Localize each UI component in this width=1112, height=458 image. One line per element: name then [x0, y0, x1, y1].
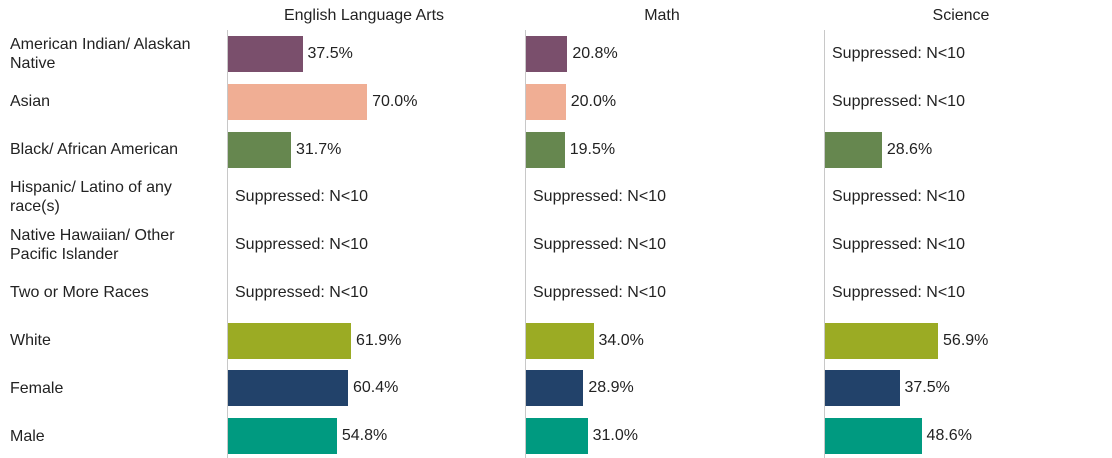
- suppressed-label: Suppressed: N<10: [832, 45, 965, 62]
- axis-line: [824, 30, 825, 458]
- suppressed-label: Suppressed: N<10: [832, 92, 965, 110]
- bar: [228, 83, 368, 120]
- value-label: 37.5%: [307, 45, 353, 62]
- bar: [228, 322, 351, 359]
- bar: [526, 418, 588, 454]
- bar: [825, 131, 882, 168]
- bar: [825, 322, 939, 359]
- panel-title: Science: [932, 7, 990, 24]
- suppressed-label: Suppressed: N<10: [832, 283, 965, 301]
- suppressed-label: Suppressed: N<10: [832, 188, 965, 206]
- value-label: 61.9%: [355, 331, 402, 349]
- suppressed-label: Suppressed: N<10: [235, 236, 368, 253]
- value-label: 54.8%: [341, 427, 388, 444]
- value-label: 37.5%: [904, 379, 950, 397]
- value-label: 28.9%: [588, 379, 634, 397]
- suppressed-label: Suppressed: N<10: [832, 236, 965, 253]
- value-label: 48.6%: [926, 427, 972, 444]
- bar: [228, 418, 337, 454]
- axis-line: [525, 30, 526, 458]
- category-label: White: [10, 332, 51, 349]
- value-label: 31.0%: [592, 427, 638, 444]
- bar: [526, 370, 584, 407]
- category-label: Male: [10, 427, 45, 445]
- bar: [526, 131, 565, 168]
- suppressed-label: Suppressed: N<10: [533, 236, 666, 253]
- value-label: 60.4%: [352, 379, 399, 397]
- category-label: American Indian/ Alaskan Native: [10, 36, 191, 72]
- value-label: 31.7%: [295, 140, 342, 158]
- bar: [526, 36, 568, 72]
- bar: [526, 83, 566, 120]
- category-label: Two or More Races: [10, 284, 149, 302]
- bar: [526, 322, 594, 359]
- suppressed-label: Suppressed: N<10: [533, 188, 666, 206]
- bar: [228, 131, 291, 168]
- value-label: 19.5%: [569, 140, 616, 158]
- category-label: Black/ African American: [10, 141, 179, 158]
- value-label: 20.0%: [570, 92, 617, 110]
- suppressed-label: Suppressed: N<10: [235, 283, 368, 301]
- value-label: 34.0%: [598, 331, 644, 349]
- value-label: 20.8%: [572, 45, 618, 62]
- bar: [825, 418, 922, 454]
- bar: [228, 370, 348, 407]
- category-label: Hispanic/ Latino of any race(s): [10, 179, 172, 216]
- category-label: Asian: [10, 93, 51, 111]
- suppressed-label: Suppressed: N<10: [235, 188, 368, 206]
- axis-line: [227, 30, 228, 458]
- panel-title: Math: [644, 7, 680, 24]
- category-label: Native Hawaiian/ Other Pacific Islander: [10, 227, 175, 263]
- bar: [228, 36, 303, 72]
- panel-title: English Language Arts: [283, 7, 445, 24]
- value-label: 70.0%: [372, 92, 418, 110]
- value-label: 56.9%: [943, 331, 989, 349]
- value-label: 28.6%: [886, 140, 933, 158]
- bar: [825, 370, 900, 407]
- suppressed-label: Suppressed: N<10: [533, 283, 666, 301]
- category-label: Female: [10, 379, 64, 397]
